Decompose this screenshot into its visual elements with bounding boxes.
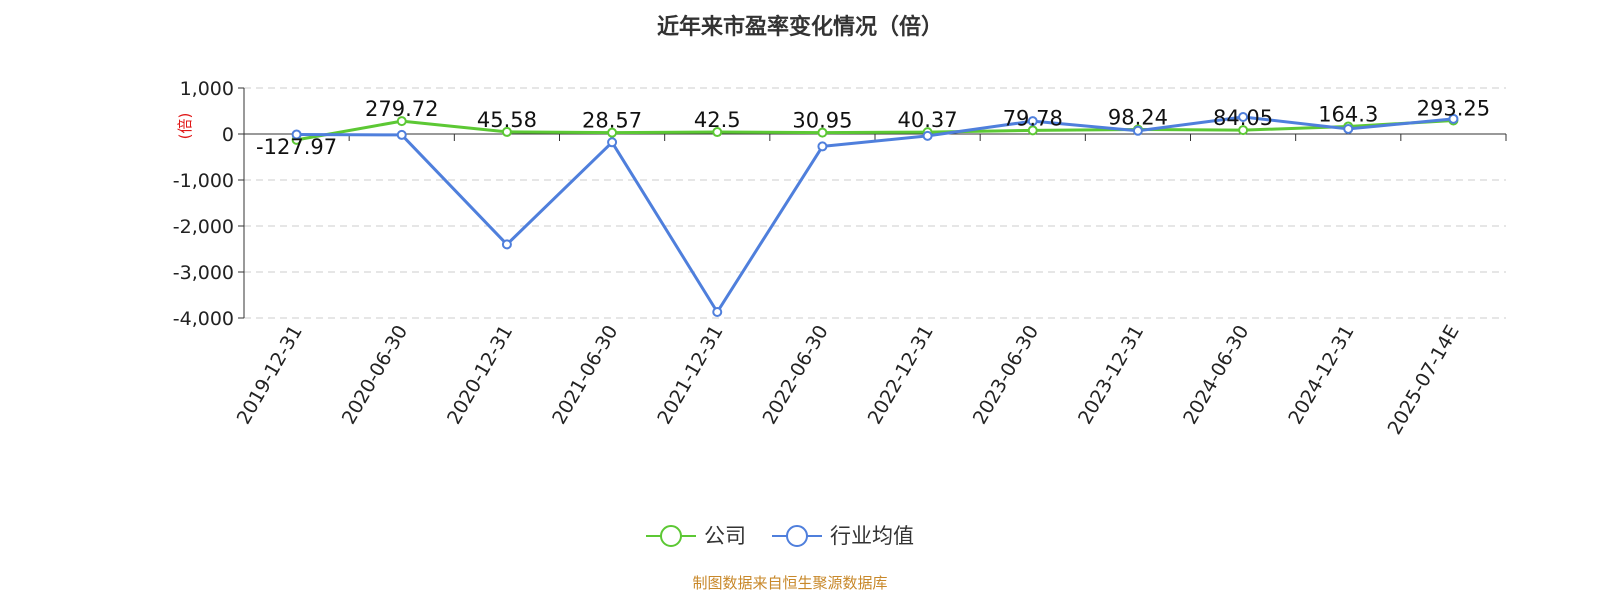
company-point	[1238, 125, 1249, 136]
legend-label-company: 公司	[704, 524, 746, 548]
y-tick-label: -4,000	[173, 308, 234, 330]
x-tick-label: 2020-06-30	[338, 322, 412, 429]
company-data-label: 293.25	[1417, 97, 1490, 121]
y-tick-label: -1,000	[173, 170, 234, 192]
company-point	[712, 127, 723, 138]
series-layer	[291, 111, 1459, 318]
industry-average-point	[396, 129, 407, 140]
y-tick-label: 0	[222, 124, 234, 146]
company-series-line	[296, 119, 1454, 142]
industry-average-point	[817, 141, 828, 152]
x-tick-label: 2021-12-31	[653, 322, 727, 429]
company-data-label: 45.58	[477, 108, 537, 132]
y-axis-label: (倍)	[176, 113, 194, 140]
grid-layer	[244, 87, 1506, 319]
chart-title: 近年来市盈率变化情况（倍）	[657, 14, 943, 40]
legend-marker-industry-average	[786, 525, 808, 547]
company-data-label: 79.78	[1003, 106, 1063, 130]
x-tick-label: 2023-06-30	[969, 322, 1043, 429]
industry-average-point	[291, 129, 302, 140]
company-data-label: 98.24	[1108, 105, 1168, 129]
x-tick-label: 2023-12-31	[1074, 322, 1148, 429]
company-data-label: 28.57	[582, 109, 642, 133]
legend: 公司 行业均值	[646, 524, 914, 548]
x-tick-label: 2024-06-30	[1179, 322, 1253, 429]
company-data-label: 279.72	[365, 97, 438, 121]
data-label-layer: -127.97 279.72 45.58 28.57 42.5 30.95 40.37 79.…	[256, 97, 1490, 159]
industry-average-point	[1448, 113, 1459, 124]
x-tick-label: 2021-06-30	[548, 322, 622, 429]
data-source-note: 制图数据来自恒生聚源数据库	[692, 574, 887, 592]
company-data-label: 42.5	[694, 108, 741, 132]
company-data-label: 84.05	[1213, 106, 1273, 130]
y-tick-label: -3,000	[173, 262, 234, 284]
industry-average-point	[1343, 123, 1354, 134]
company-point	[396, 116, 407, 127]
industry-average-point	[1132, 125, 1143, 136]
legend-label-industry-average: 行业均值	[830, 524, 914, 548]
legend-marker-company	[660, 525, 682, 547]
company-point	[817, 127, 828, 138]
industry-average-point	[607, 137, 618, 148]
industry-average-point	[501, 239, 512, 250]
x-tick-label: 2024-12-31	[1284, 322, 1358, 429]
company-point	[607, 127, 618, 138]
x-tick-label: 2025-07-14E	[1383, 322, 1463, 439]
x-tick-label: 2020-12-31	[443, 322, 517, 429]
industry-average-point	[922, 130, 933, 141]
industry-average-series-line	[296, 115, 1454, 314]
legend-item-company[interactable]: 公司	[646, 524, 746, 548]
x-tick-label: 2019-12-31	[233, 322, 307, 429]
company-point	[1027, 125, 1038, 136]
y-tick-label: 1,000	[180, 78, 234, 100]
industry-average-point	[1238, 111, 1249, 122]
company-data-label: -127.97	[256, 135, 337, 159]
x-tick-label: 2022-06-30	[758, 322, 832, 429]
company-data-label: 164.3	[1318, 102, 1378, 126]
company-point	[501, 126, 512, 137]
industry-average-point	[712, 307, 723, 318]
company-data-label: 40.37	[898, 108, 958, 132]
industry-average-point	[1027, 116, 1038, 127]
legend-item-industry-average[interactable]: 行业均值	[772, 524, 914, 548]
y-tick-label: -2,000	[173, 216, 234, 238]
x-tick-label: 2022-12-31	[864, 321, 938, 428]
company-data-label: 30.95	[792, 109, 852, 133]
